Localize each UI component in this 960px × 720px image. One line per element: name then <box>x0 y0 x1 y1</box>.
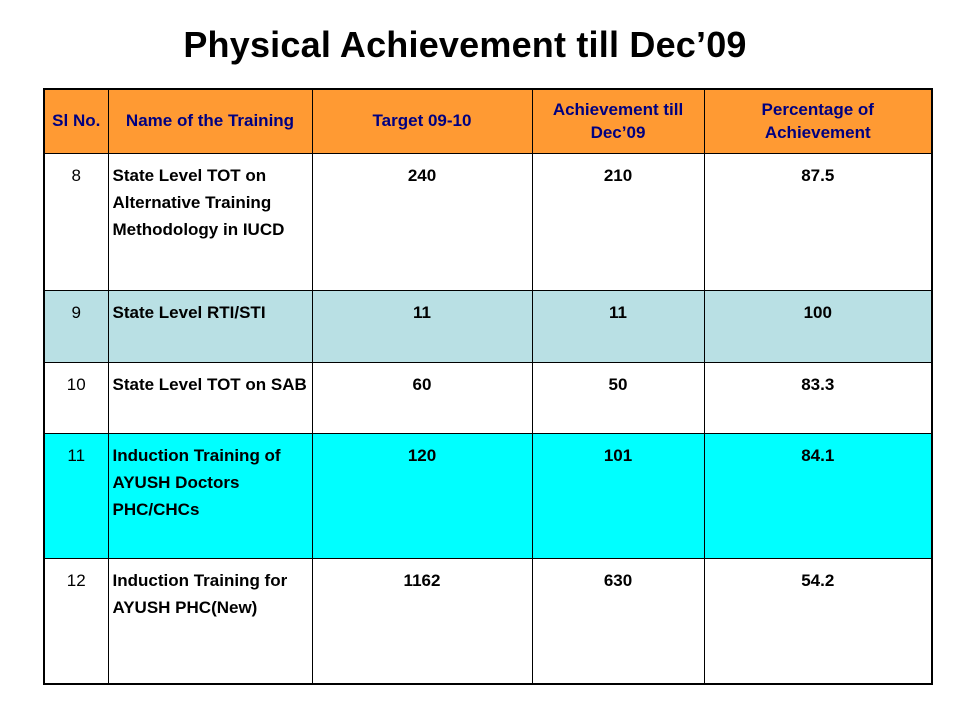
cell-sl-no: 10 <box>43 362 109 434</box>
cell-percentage: 83.3 <box>703 362 933 434</box>
cell-training-name: Induction Training of AYUSH Doctors PHC/… <box>107 433 313 559</box>
cell-sl-no: 12 <box>43 558 109 684</box>
cell-percentage: 84.1 <box>703 433 933 559</box>
cell-sl-no: 9 <box>43 290 109 363</box>
cell-target: 240 <box>311 153 533 291</box>
cell-target: 11 <box>311 290 533 363</box>
header-target: Target 09-10 <box>311 88 533 154</box>
cell-training-name: State Level TOT on Alternative Training … <box>107 153 313 291</box>
page-title: Physical Achievement till Dec’09 <box>183 24 747 65</box>
cell-training-name: State Level TOT on SAB <box>107 362 313 434</box>
cell-target: 60 <box>311 362 533 434</box>
header-sl-no: Sl No. <box>43 88 109 154</box>
cell-achievement: 630 <box>531 558 705 684</box>
cell-percentage: 54.2 <box>703 558 933 684</box>
table-row: 8 State Level TOT on Alternative Trainin… <box>43 153 933 291</box>
cell-sl-no: 8 <box>43 153 109 291</box>
cell-training-name: State Level RTI/STI <box>107 290 313 363</box>
cell-percentage: 100 <box>703 290 933 363</box>
cell-achievement: 210 <box>531 153 705 291</box>
header-achievement: Achievement till Dec’09 <box>531 88 705 154</box>
cell-training-name: Induction Training for AYUSH PHC(New) <box>107 558 313 684</box>
header-percentage: Percentage of Achievement <box>703 88 933 154</box>
cell-sl-no: 11 <box>43 433 109 559</box>
achievement-table: Sl No. Name of the Training Target 09-10… <box>43 88 933 685</box>
table-row: 12 Induction Training for AYUSH PHC(New)… <box>43 558 933 684</box>
table-row: 11 Induction Training of AYUSH Doctors P… <box>43 433 933 559</box>
cell-target: 1162 <box>311 558 533 684</box>
table-row: 10 State Level TOT on SAB 60 50 83.3 <box>43 362 933 434</box>
table-row: 9 State Level RTI/STI 11 11 100 <box>43 290 933 363</box>
cell-achievement: 101 <box>531 433 705 559</box>
header-name-of-training: Name of the Training <box>107 88 313 154</box>
table-header-row: Sl No. Name of the Training Target 09-10… <box>43 88 933 154</box>
cell-percentage: 87.5 <box>703 153 933 291</box>
cell-target: 120 <box>311 433 533 559</box>
cell-achievement: 11 <box>531 290 705 363</box>
cell-achievement: 50 <box>531 362 705 434</box>
